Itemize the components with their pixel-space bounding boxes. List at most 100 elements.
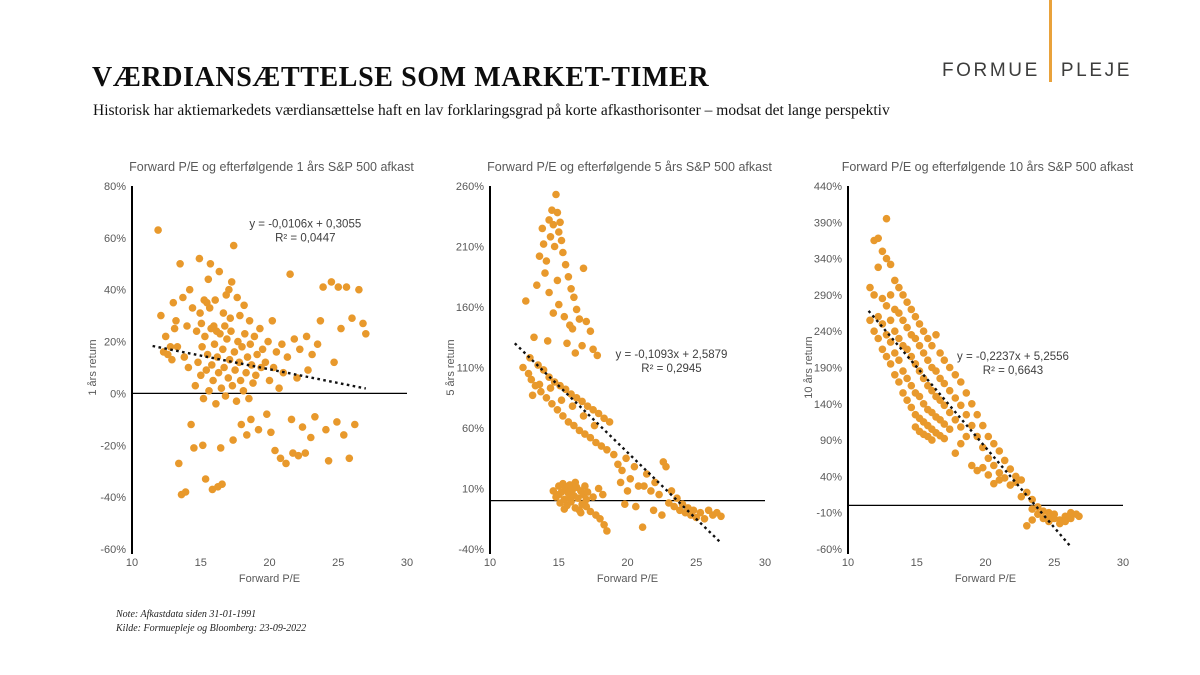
data-point: [895, 378, 903, 386]
data-point: [256, 324, 264, 333]
data-point: [175, 459, 183, 468]
data-point: [557, 396, 566, 404]
data-point: [907, 403, 916, 412]
data-point: [568, 325, 577, 333]
data-point: [882, 352, 891, 361]
data-point: [154, 226, 162, 234]
data-point: [176, 260, 184, 268]
y-tick-label: 440%: [814, 181, 842, 193]
x-tick-label: 30: [759, 557, 771, 569]
data-point: [252, 371, 260, 380]
data-point: [541, 269, 549, 277]
data-point: [224, 374, 233, 382]
data-point: [919, 327, 928, 335]
data-point: [218, 480, 226, 489]
data-point: [575, 315, 584, 323]
data-point: [264, 337, 272, 346]
data-point: [586, 327, 595, 335]
data-point: [979, 463, 987, 472]
data-point: [223, 335, 231, 343]
data-point: [202, 366, 211, 374]
data-point: [640, 482, 648, 490]
data-point: [945, 386, 954, 395]
data-point: [522, 297, 530, 305]
data-point: [208, 361, 216, 369]
data-point: [903, 323, 911, 332]
data-point: [570, 421, 578, 430]
x-tick-label: 20: [621, 557, 633, 569]
y-tick-label: 140%: [814, 399, 842, 411]
data-point: [919, 374, 928, 383]
data-point: [578, 341, 586, 350]
data-point: [535, 380, 544, 389]
x-tick-label: 10: [842, 557, 854, 569]
data-point: [242, 368, 250, 377]
y-tick-label: 20%: [104, 337, 126, 349]
y-tick-label: 110%: [457, 363, 485, 375]
data-point: [278, 340, 286, 348]
y-tick-label: 260%: [456, 181, 484, 193]
data-point: [623, 487, 632, 495]
y-tick-label: 390%: [814, 217, 842, 229]
data-point: [689, 506, 698, 515]
scatter-plot-10yr: 440% 390% 340% 290% 240% 190% 140% 90% 40% -10% -6…: [803, 181, 1129, 585]
scatter-plot-1yr: 80% 60% 40% 20% 0% -20% -40% -60%10 15 20 25 30 y = …: [87, 181, 413, 585]
data-point: [215, 267, 224, 276]
scatter-plot-5yr: 260% 210% 160% 110% 60% 10% -40%10 15 20 25 30 y = …: [445, 181, 771, 585]
data-point: [543, 337, 552, 345]
data-point: [560, 505, 569, 513]
data-point: [632, 502, 640, 511]
data-point: [302, 332, 311, 341]
data-point: [878, 320, 887, 328]
data-point: [662, 462, 670, 471]
data-point: [359, 319, 367, 328]
data-point: [272, 348, 281, 356]
data-point: [866, 283, 874, 292]
data-point: [968, 421, 976, 430]
y-tick-label: -10%: [816, 508, 842, 520]
data-point: [973, 410, 981, 419]
data-point: [240, 301, 248, 310]
data-point: [919, 349, 928, 357]
data-point: [333, 418, 341, 426]
data-point: [553, 208, 562, 217]
equation-label: y = -0,1093x + 2,5879 R² = 0,2945: [616, 349, 728, 375]
data-point: [870, 327, 878, 335]
data-point: [197, 371, 205, 380]
data-point: [886, 291, 895, 299]
data-point: [638, 523, 647, 531]
equation-label: y = -0,2237x + 5,2556 R² = 0,6643: [957, 351, 1069, 377]
data-point: [907, 305, 916, 314]
data-point: [563, 339, 571, 348]
data-point: [311, 413, 319, 421]
data-point: [249, 379, 257, 387]
data-point: [940, 434, 949, 443]
data-point: [940, 420, 949, 428]
data-point: [548, 400, 556, 408]
data-point: [928, 436, 936, 444]
data-point: [597, 442, 606, 450]
data-point: [945, 363, 954, 372]
data-point: [919, 400, 928, 408]
data-point: [539, 240, 548, 248]
data-point: [553, 406, 562, 414]
data-point: [556, 218, 564, 227]
data-point: [932, 367, 940, 375]
data-point: [581, 430, 589, 438]
data-point: [241, 330, 249, 338]
data-point: [891, 349, 899, 357]
data-point: [232, 397, 241, 405]
chart-10yr: Forward P/E og efterfølgende 10 års S&P …: [800, 158, 1157, 588]
data-point: [589, 406, 597, 414]
data-point: [263, 410, 271, 418]
data-point: [586, 507, 595, 516]
data-point: [191, 381, 200, 390]
data-point: [593, 351, 602, 360]
data-point: [990, 461, 998, 470]
data-point: [630, 462, 639, 471]
data-point: [561, 260, 570, 269]
data-point: [261, 358, 270, 367]
data-point: [603, 527, 611, 535]
data-point: [210, 340, 219, 348]
data-point: [924, 356, 932, 364]
